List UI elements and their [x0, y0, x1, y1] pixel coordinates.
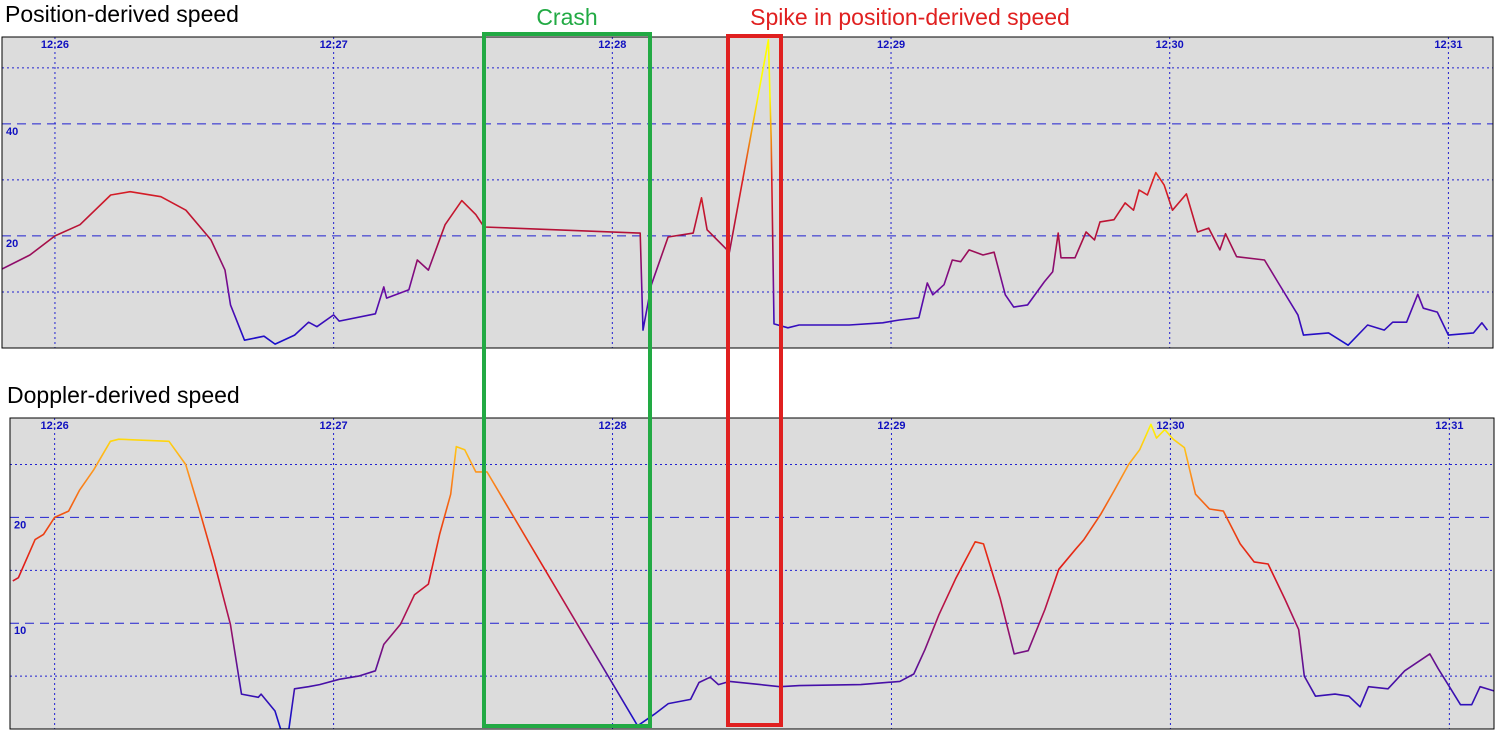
x-tick-label: 12:29 [877, 39, 905, 51]
annotation-box [482, 32, 652, 728]
chart-title: Position-derived speed [5, 1, 239, 27]
chart-panel: 10 20 12:26 12:27 12:28 12:29 12:30 12:31 Dopple… [7, 382, 1495, 730]
x-tick-label: 12:30 [1156, 39, 1184, 51]
x-tick-label: 12:27 [320, 39, 348, 51]
y-tick-label: 20 [6, 238, 18, 250]
annotation-box [726, 34, 783, 727]
annotations: Crash Spike in position-derived speed [482, 4, 1070, 728]
speed-line [12, 423, 1494, 729]
x-tick-label: 12:31 [1435, 420, 1463, 432]
chart-panel: 20 40 12:26 12:27 12:28 12:29 12:30 12:31 Positi… [1, 1, 1494, 349]
x-tick-label: 12:27 [320, 420, 348, 432]
plot-border [9, 417, 1495, 730]
y-tick-label: 10 [14, 625, 26, 637]
x-tick-label: 12:28 [598, 39, 626, 51]
annotation-label: Crash [536, 4, 597, 30]
x-tick-label: 12:26 [41, 39, 69, 51]
x-tick-label: 12:28 [598, 420, 626, 432]
speed-line [2, 39, 1489, 346]
x-tick-label: 12:26 [41, 420, 69, 432]
y-tick-label: 40 [6, 126, 18, 138]
x-tick-label: 12:30 [1156, 420, 1184, 432]
plot-area [2, 37, 1493, 348]
annotation-label: Spike in position-derived speed [750, 4, 1070, 30]
x-tick-label: 12:29 [877, 420, 905, 432]
x-tick-label: 12:31 [1434, 39, 1462, 51]
y-tick-label: 20 [14, 519, 26, 531]
chart-title: Doppler-derived speed [7, 382, 240, 408]
plot-area [10, 418, 1494, 729]
